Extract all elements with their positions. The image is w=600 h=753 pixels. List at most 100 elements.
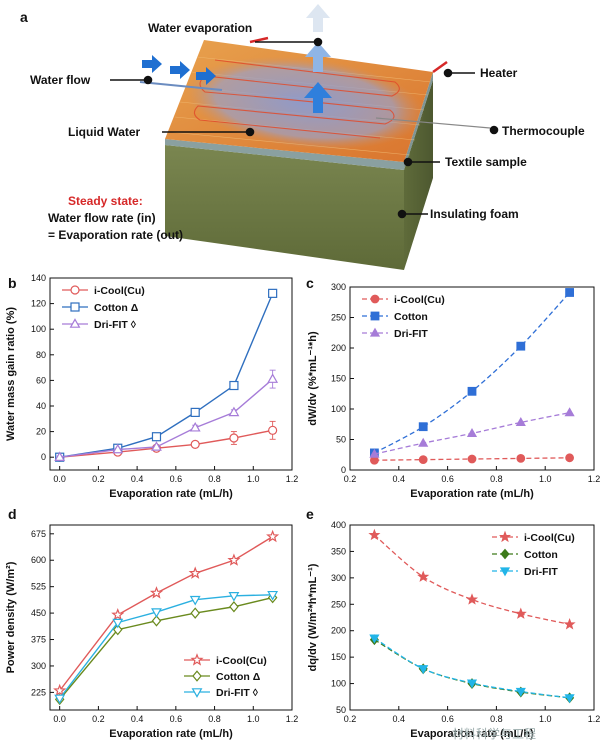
callout-dot [397,209,407,219]
y-tick-label: 40 [36,401,46,411]
callout-dot [143,75,153,85]
x-tick-label: 0.8 [490,474,503,484]
foam-side-face [404,80,433,270]
data-point [151,615,162,627]
data-point [228,592,240,602]
x-tick-label: 0.6 [441,714,454,724]
data-point [515,417,526,427]
label-textile-sample: Textile sample [445,155,527,169]
legend-marker [69,318,81,328]
x-tick-label: 0.2 [344,474,357,484]
y-tick-label: 350 [331,546,346,556]
data-point [229,601,239,613]
legend: i-Cool(Cu) Cotton Dri-FIT [362,294,445,340]
water-flow-arrows [142,55,216,85]
data-point [465,593,479,605]
data-point [564,694,575,704]
legend-label: Cotton [524,549,558,561]
legend-marker [191,688,203,698]
label-water-evaporation: Water evaporation [148,21,252,35]
y-tick-label: 250 [331,599,346,609]
data-point [189,421,201,432]
y-axis-label: dq/dv (W/m²*h*mL⁻¹) [307,563,319,671]
data-point [418,455,428,465]
y-axis-label: dW/dv (%*mL⁻¹*h) [307,331,319,426]
y-tick-label: 675 [31,529,46,539]
data-point [189,595,201,606]
data-point [369,448,380,458]
legend-marker [500,548,510,560]
y-tick-label: 0 [41,452,46,462]
x-tick-label: 0.8 [490,714,503,724]
legend-marker [370,294,380,304]
label-insulating-foam: Insulating foam [430,207,519,221]
label-steady-state: Steady state: [68,194,143,208]
y-tick-label: 250 [331,313,346,323]
panel-label-d: d [8,506,17,522]
data-point [565,288,574,297]
data-point [112,623,123,636]
y-tick-label: 150 [331,374,346,384]
y-tick-label: 50 [336,705,346,715]
foam-front-face [165,145,404,270]
callout-dot [489,125,499,135]
data-point [112,618,124,629]
data-point [112,443,124,454]
x-axis-label: Evaporation rate (mL/h) [410,488,534,500]
data-point [369,634,380,644]
y-tick-label: 200 [331,343,346,353]
y-tick-label: 450 [31,608,46,618]
x-tick-label: 0.6 [170,474,183,484]
chart-c: 0.2 0.4 0.6 0.8 1.0 1.2 0 50 100 150 200 250 300 Evap… [307,282,600,500]
x-tick-label: 0.2 [92,474,105,484]
up-arrow-icon [304,82,332,113]
data-point [266,529,280,543]
data-point [190,439,200,449]
legend-marker [70,302,80,312]
y-tick-label: 140 [31,273,46,283]
data-point [418,422,428,432]
data-point [268,425,278,435]
x-tick-label: 0.4 [131,474,144,484]
y-tick-label: 0 [341,465,346,475]
x-tick-label: 1.2 [286,474,299,484]
legend-label: Dri-FIT [394,328,428,340]
panel-label-c: c [306,275,314,291]
legend-label: Dri-FIT [524,566,558,578]
y-tick-label: 60 [36,375,46,385]
series-fit-line [373,534,570,626]
label-heater: Heater [480,66,518,80]
x-tick-label: 1.0 [539,474,552,484]
flow-arrow-icon [196,67,216,85]
data-point [564,407,575,417]
legend-marker [192,670,202,682]
legend-label: Cotton Δ [94,302,139,314]
plot-frame [349,524,595,711]
series-line [59,536,274,692]
y-tick-label: 375 [31,635,46,645]
data-point [418,437,429,447]
chart-d: 0.0 0.2 0.4 0.6 0.8 1.0 1.2 225 300 375 450 525 600 6… [5,524,299,740]
label-flow-in: Water flow rate (in) [48,211,156,225]
y-tick-label: 100 [331,679,346,689]
y-tick-label: 80 [36,350,46,360]
legend-label: i-Cool(Cu) [524,532,575,544]
y-tick-label: 525 [31,582,46,592]
flow-arrow-icon [142,55,162,73]
legend-label: i-Cool(Cu) [94,285,145,297]
y-tick-label: 300 [331,282,346,292]
thermocouple-wire [375,117,491,129]
data-point [151,608,162,618]
legend-label: Cotton [394,311,428,323]
data-point [467,454,477,464]
data-point [565,453,574,463]
textile-edge [165,139,404,170]
legend-label: i-Cool(Cu) [216,655,267,667]
x-tick-label: 1.2 [286,714,299,724]
x-tick-label: 0.2 [344,714,357,724]
series-fit-line [374,639,570,699]
x-tick-label: 1.0 [247,474,260,484]
label-evap-out: = Evaporation rate (out) [48,228,183,242]
callout-dot [313,37,323,47]
